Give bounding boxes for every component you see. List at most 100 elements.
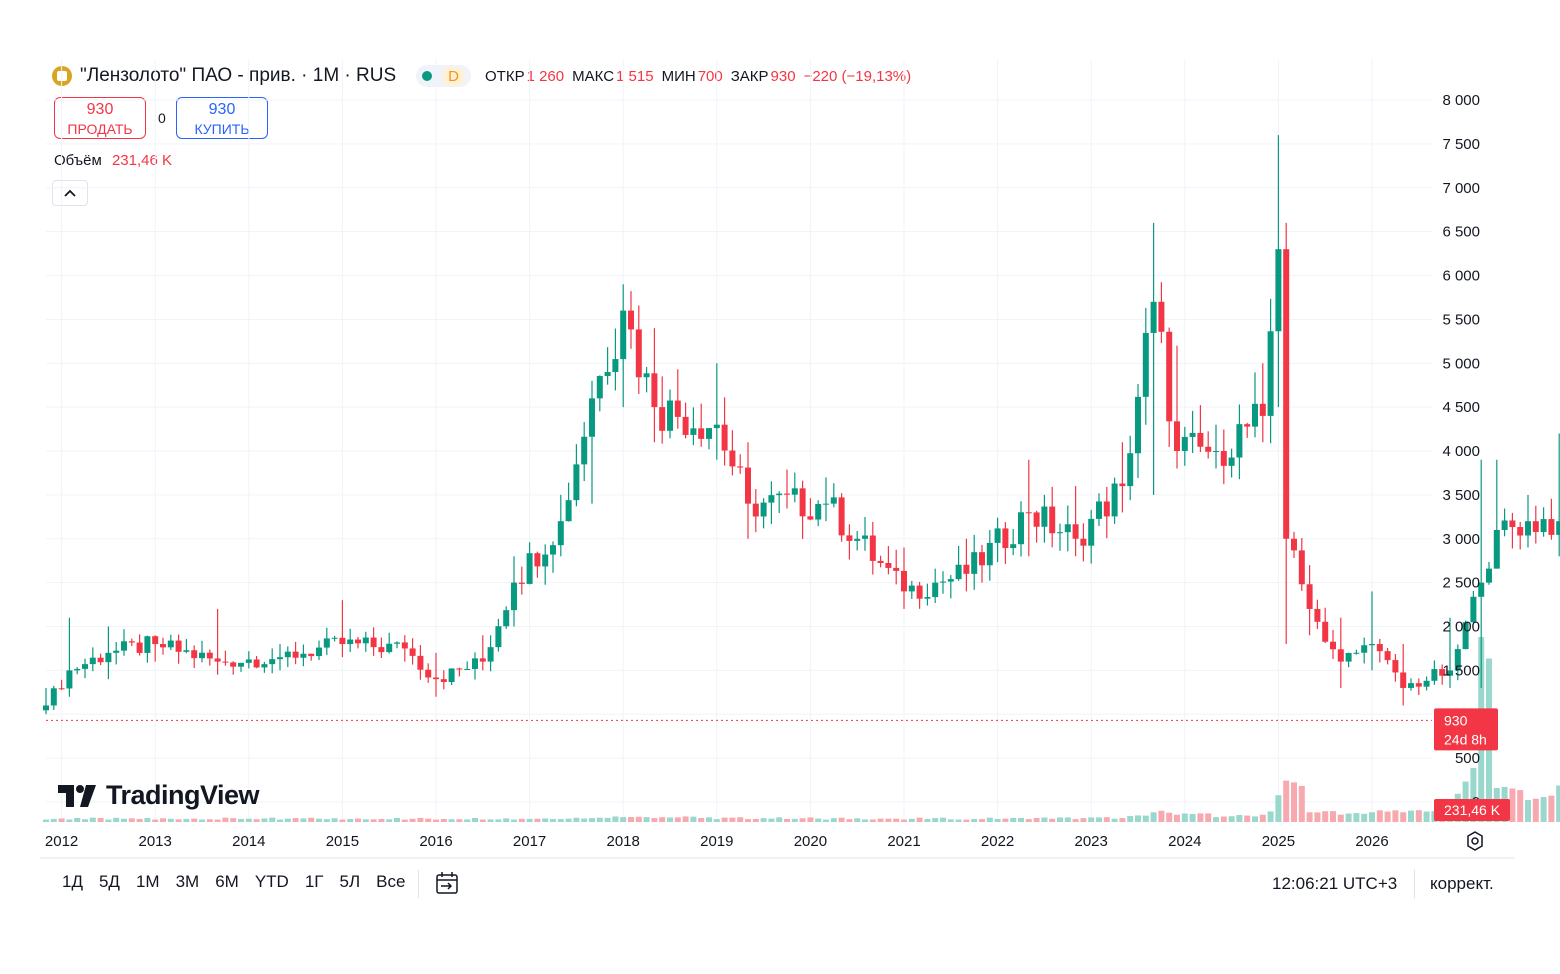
candle-body[interactable]: [651, 373, 658, 408]
candle-body[interactable]: [1384, 651, 1391, 661]
candle-body[interactable]: [511, 582, 517, 611]
candle-body[interactable]: [799, 488, 806, 517]
candle-body[interactable]: [1213, 451, 1219, 452]
tradingview-logo[interactable]: TradingView: [58, 780, 260, 811]
candle-body[interactable]: [1447, 670, 1453, 676]
candle-body[interactable]: [331, 637, 338, 639]
candle-body[interactable]: [199, 652, 205, 659]
candle-body[interactable]: [1548, 519, 1555, 535]
candle-body[interactable]: [1540, 519, 1547, 532]
candle-body[interactable]: [323, 638, 330, 648]
range-5-button[interactable]: YTD: [254, 872, 289, 891]
candle-body[interactable]: [144, 636, 151, 653]
candle-body[interactable]: [1556, 521, 1560, 535]
candle-body[interactable]: [1415, 683, 1422, 687]
candle-body[interactable]: [713, 424, 720, 429]
candle-body[interactable]: [401, 642, 408, 649]
candle-body[interactable]: [768, 495, 775, 503]
candle-body[interactable]: [776, 493, 783, 496]
candle-body[interactable]: [82, 664, 88, 669]
candle-body[interactable]: [160, 644, 166, 648]
candle-body[interactable]: [1306, 584, 1313, 609]
candle-body[interactable]: [979, 552, 985, 566]
candle-body[interactable]: [667, 400, 673, 431]
candle-body[interactable]: [1228, 457, 1235, 466]
candle-body[interactable]: [370, 637, 377, 648]
candle-body[interactable]: [916, 585, 923, 599]
candle-body[interactable]: [596, 376, 603, 399]
candle-body[interactable]: [1080, 538, 1087, 546]
range-6-button[interactable]: 1Г: [304, 872, 324, 891]
buy-button[interactable]: 930 КУПИТЬ: [176, 97, 268, 139]
candle-body[interactable]: [628, 310, 634, 330]
candle-body[interactable]: [674, 400, 681, 417]
candle-body[interactable]: [261, 664, 268, 668]
candle-body[interactable]: [721, 424, 728, 451]
candle-body[interactable]: [238, 662, 244, 667]
candle-body[interactable]: [690, 428, 697, 435]
candle-body[interactable]: [760, 502, 767, 517]
candle-body[interactable]: [1525, 521, 1531, 536]
candle-body[interactable]: [830, 497, 837, 504]
candle-body[interactable]: [752, 503, 759, 517]
candle-body[interactable]: [1322, 621, 1329, 642]
range-0-button[interactable]: 1Д: [62, 872, 83, 891]
candle-body[interactable]: [152, 636, 159, 645]
candle-body[interactable]: [1189, 432, 1196, 437]
candle-body[interactable]: [1033, 512, 1040, 527]
candle-body[interactable]: [526, 553, 533, 584]
candle-body[interactable]: [940, 581, 946, 583]
candle-body[interactable]: [1142, 332, 1149, 397]
candle-body[interactable]: [924, 597, 931, 599]
candle-body[interactable]: [698, 428, 705, 439]
candle-body[interactable]: [269, 659, 276, 665]
candle-body[interactable]: [440, 679, 447, 683]
candle-body[interactable]: [206, 652, 213, 659]
candle-body[interactable]: [986, 542, 993, 566]
candle-body[interactable]: [885, 563, 892, 568]
candle-body[interactable]: [1267, 331, 1274, 416]
candle-body[interactable]: [495, 626, 502, 648]
candle-body[interactable]: [862, 535, 868, 539]
candle-body[interactable]: [394, 642, 400, 644]
candle-body[interactable]: [230, 662, 237, 667]
candle-body[interactable]: [1283, 249, 1290, 539]
candle-body[interactable]: [425, 669, 432, 678]
candle-body[interactable]: [893, 567, 900, 571]
candle-body[interactable]: [635, 329, 642, 378]
candle-body[interactable]: [1259, 403, 1266, 416]
candle-body[interactable]: [869, 535, 876, 561]
candle-body[interactable]: [1096, 501, 1102, 519]
candle-body[interactable]: [737, 466, 744, 468]
candle-body[interactable]: [994, 528, 1001, 543]
candle-body[interactable]: [183, 650, 190, 652]
candle-body[interactable]: [355, 639, 361, 644]
symbol-title[interactable]: "Лензолото" ПАО - прив. · 1М · RUS: [80, 65, 397, 86]
candle-body[interactable]: [1049, 506, 1056, 534]
candle-body[interactable]: [1361, 645, 1368, 653]
candle-body[interactable]: [347, 639, 354, 645]
candle-body[interactable]: [487, 647, 494, 662]
candle-body[interactable]: [1064, 524, 1071, 533]
candle-body[interactable]: [245, 659, 252, 663]
candle-body[interactable]: [791, 488, 798, 495]
candle-body[interactable]: [1392, 660, 1399, 673]
candle-body[interactable]: [479, 658, 486, 662]
candle-body[interactable]: [66, 670, 73, 689]
candle-body[interactable]: [292, 651, 299, 658]
candle-body[interactable]: [1353, 652, 1360, 654]
settings-gear-icon[interactable]: [1464, 830, 1486, 852]
candle-body[interactable]: [550, 545, 556, 555]
range-7-button[interactable]: 5Л: [339, 872, 361, 891]
candle-body[interactable]: [534, 553, 541, 567]
candle-body[interactable]: [1462, 622, 1469, 650]
candle-body[interactable]: [1501, 520, 1508, 530]
candle-body[interactable]: [573, 464, 580, 501]
candle-body[interactable]: [706, 428, 712, 439]
candle-body[interactable]: [815, 504, 822, 520]
candle-body[interactable]: [729, 450, 736, 467]
candle-body[interactable]: [823, 503, 829, 505]
candle-body[interactable]: [378, 647, 385, 653]
candle-body[interactable]: [503, 610, 510, 627]
candle-body[interactable]: [1408, 683, 1414, 688]
